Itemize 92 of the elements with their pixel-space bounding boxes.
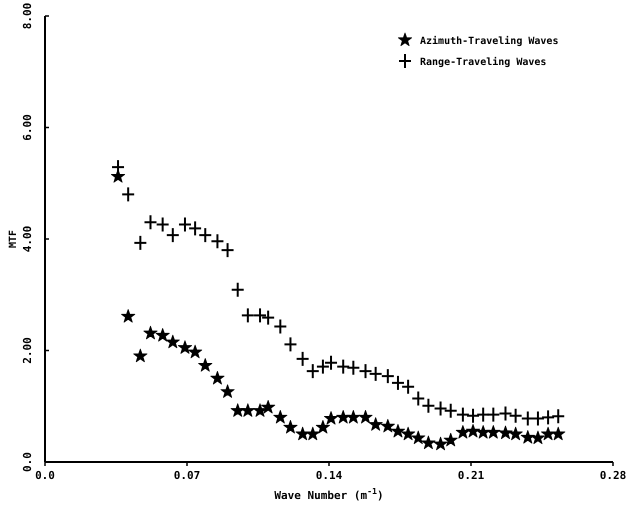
- y-tick-label: 2.00: [21, 337, 34, 364]
- x-axis-title: Wave Number (m$^{-1}$): [274, 486, 384, 502]
- point: [178, 340, 192, 354]
- point: [324, 354, 338, 371]
- point: [121, 186, 136, 202]
- point: [210, 370, 224, 384]
- point: [273, 318, 288, 335]
- point: [498, 406, 512, 422]
- point: [551, 408, 566, 424]
- point: [198, 227, 212, 244]
- point: [401, 426, 416, 440]
- point: [368, 417, 383, 431]
- point: [434, 400, 448, 416]
- point: [486, 406, 500, 423]
- point: [143, 326, 158, 340]
- point: [156, 328, 170, 342]
- y-tick-label: 6.00: [21, 114, 34, 141]
- point: [261, 400, 276, 414]
- point: [230, 403, 245, 417]
- point: [306, 426, 320, 440]
- point: [346, 410, 360, 424]
- point: [508, 408, 523, 424]
- point: [346, 360, 360, 376]
- point: [316, 358, 330, 375]
- point: [486, 425, 500, 439]
- legend-label: Range-Traveling Waves: [420, 56, 546, 68]
- point: [434, 436, 448, 450]
- point: [456, 425, 470, 439]
- point: [296, 426, 310, 440]
- point: [368, 366, 383, 382]
- point: [551, 426, 566, 440]
- x-tick-label: 0.21: [458, 469, 485, 482]
- point: [380, 368, 395, 384]
- point: [220, 384, 235, 398]
- y-axis-title: MTF: [8, 230, 19, 248]
- point: [253, 307, 268, 324]
- x-tick-label: 0.07: [174, 469, 200, 482]
- point: [358, 363, 373, 380]
- point: [476, 406, 490, 423]
- point: [444, 402, 458, 419]
- x-tick-label: 0.0: [35, 469, 55, 482]
- point: [316, 420, 330, 434]
- point: [466, 424, 480, 438]
- point: [121, 309, 136, 323]
- point: [380, 418, 395, 432]
- point: [166, 334, 180, 348]
- point: [401, 378, 416, 395]
- point: [508, 426, 523, 440]
- point: [456, 406, 470, 423]
- point: [296, 350, 310, 367]
- point: [421, 398, 436, 414]
- point: [358, 410, 373, 424]
- point: [261, 310, 276, 326]
- point: [306, 363, 320, 380]
- x-tick-label: 0.28: [600, 469, 626, 482]
- point: [444, 432, 458, 446]
- point: [283, 420, 298, 434]
- point: [230, 282, 245, 298]
- point: [240, 307, 255, 324]
- point: [421, 436, 436, 450]
- point: [411, 430, 426, 444]
- point: [541, 409, 556, 426]
- point: [466, 408, 480, 424]
- point: [283, 336, 298, 352]
- point: [530, 430, 545, 444]
- point: [390, 424, 406, 438]
- point: [188, 220, 202, 236]
- point: [166, 227, 180, 244]
- point: [156, 216, 170, 233]
- point: [133, 234, 148, 251]
- point: [133, 348, 148, 362]
- point: [143, 214, 158, 230]
- point: [273, 410, 288, 424]
- point: [324, 411, 338, 425]
- point: [476, 425, 490, 439]
- point: [336, 410, 350, 424]
- x-tick-label: 0.14: [316, 469, 343, 482]
- point: [220, 242, 235, 258]
- y-tick-label: 8.00: [21, 2, 34, 30]
- point: [541, 426, 556, 440]
- point: [210, 233, 224, 250]
- point: [336, 358, 350, 375]
- point: [188, 344, 202, 358]
- point: [498, 426, 513, 440]
- point: [390, 374, 405, 391]
- point: [178, 216, 192, 233]
- point: [240, 403, 255, 417]
- y-tick-label: 4.00: [21, 226, 34, 252]
- point: [411, 390, 426, 406]
- point: [198, 358, 212, 372]
- legend-label: Azimuth-Traveling Waves: [420, 35, 558, 47]
- point: [520, 430, 535, 444]
